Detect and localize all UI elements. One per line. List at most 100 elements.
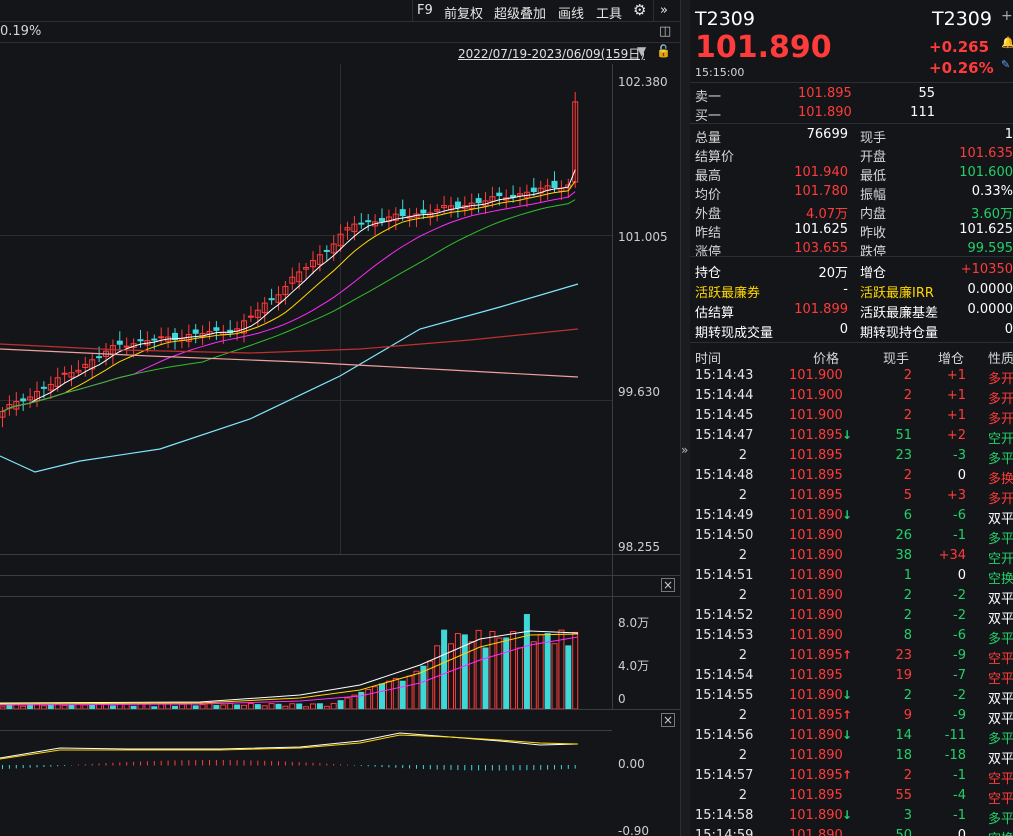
tick-row[interactable]: 15:14:51 101.890 1 0 空换: [690, 568, 1013, 588]
tick-row[interactable]: 2 101.890 38 +34 空开: [690, 548, 1013, 568]
adjust-button[interactable]: 前复权: [444, 7, 484, 22]
tick-nature: 多平: [988, 632, 1013, 647]
tick-row[interactable]: 15:14:53 101.890 8 -6 多平: [690, 628, 1013, 648]
tick-row[interactable]: 15:14:43 101.900 2 +1 多开: [690, 368, 1013, 388]
tick-row[interactable]: 15:14:59 101.890 50 0 空换: [690, 828, 1013, 836]
tick-row[interactable]: 2 101.895 ↑ 23 -9 空平: [690, 648, 1013, 668]
candle-body: [82, 363, 89, 368]
tick-time: 15:14:51: [695, 568, 754, 583]
tick-time: 15:14:52: [695, 608, 754, 623]
macd-histogram-bar: [257, 760, 259, 766]
candle-body: [47, 383, 54, 391]
stat-value: 101.635: [959, 146, 1013, 161]
stat-label: 总量: [695, 131, 722, 146]
alert-bell-icon[interactable]: 🔔: [1001, 36, 1013, 49]
candle-body: [289, 276, 296, 284]
extra-label: 增仓: [860, 266, 887, 281]
candle-body: [310, 260, 316, 268]
stat-label: 现手: [860, 131, 887, 146]
tick-price: 101.895: [789, 708, 843, 723]
macd-tick: -0.90: [618, 824, 650, 836]
tick-row[interactable]: 15:14:48 101.895 2 0 多换: [690, 468, 1013, 488]
price-change-pct: +0.26%: [929, 59, 994, 77]
volume-ma20-line: [0, 636, 579, 706]
tick-row[interactable]: 2 101.890 18 -18 双平: [690, 748, 1013, 768]
draw-line-button[interactable]: 画线: [558, 7, 585, 22]
settings-gear-icon[interactable]: ⚙: [633, 1, 647, 19]
candle-body: [379, 218, 385, 222]
tick-time: 2: [738, 648, 747, 663]
macd-histogram-bar: [547, 765, 549, 770]
tick-volume: 8: [903, 628, 912, 643]
kline-chart-panel[interactable]: F9 前复权 超级叠加 画线 工具 ⚙ » 0.19% ◫ 2022/07/19…: [0, 0, 680, 836]
tick-row[interactable]: 15:14:57 101.895 ↑ 2 -1 空平: [690, 768, 1013, 788]
more-chevron-icon[interactable]: »: [660, 3, 668, 18]
dropdown-arrow-icon[interactable]: ▼: [637, 44, 647, 58]
tick-oi-change: +1: [946, 408, 966, 423]
candle-body: [365, 220, 372, 223]
panel-divider[interactable]: [680, 0, 690, 836]
candle-body: [254, 309, 261, 318]
stat-value: 3.60万: [971, 207, 1013, 222]
macd-histogram-bar: [388, 765, 390, 768]
tick-row[interactable]: 2 101.890 2 -2 双平: [690, 588, 1013, 608]
collapse-arrow-icon[interactable]: »: [681, 443, 689, 457]
layout-icon[interactable]: ◫: [659, 24, 672, 39]
price-tick: 99.630: [618, 385, 660, 399]
lock-icon[interactable]: 🔓: [656, 44, 671, 58]
tick-row[interactable]: 15:14:50 101.890 26 -1 多平: [690, 528, 1013, 548]
candle-body: [247, 315, 254, 318]
arrow-down-icon: ↓: [842, 428, 853, 442]
tick-time: 15:14:44: [695, 388, 754, 403]
volume-bar: [323, 705, 330, 709]
tick-row[interactable]: 15:14:56 101.890 ↓ 14 -11 多平: [690, 728, 1013, 748]
edit-pencil-icon[interactable]: ✎: [1001, 58, 1011, 71]
tick-volume: 23: [895, 448, 912, 463]
overlay-button[interactable]: 超级叠加: [494, 7, 547, 22]
tick-row[interactable]: 2 101.895 23 -3 多平: [690, 448, 1013, 468]
tools-button[interactable]: 工具: [596, 7, 623, 22]
tick-volume: 2: [903, 588, 912, 603]
volume-bar: [475, 629, 482, 709]
volume-chart[interactable]: [0, 597, 612, 709]
macd-histogram-bar: [519, 765, 521, 771]
candle-body: [241, 320, 247, 334]
volume-bar: [275, 703, 282, 709]
macd-histogram-bar: [119, 762, 121, 766]
volume-bar: [372, 686, 379, 709]
f9-button[interactable]: F9: [417, 3, 433, 18]
candlestick-chart[interactable]: [0, 64, 612, 554]
tick-price: 101.895: [789, 488, 843, 503]
tick-row[interactable]: 2 101.895 5 +3 多开: [690, 488, 1013, 508]
tick-row[interactable]: 15:14:47 101.895 ↓ 51 +2 空开: [690, 428, 1013, 448]
tick-row[interactable]: 15:14:44 101.900 2 +1 多开: [690, 388, 1013, 408]
candle-body: [358, 222, 365, 225]
volume-bar: [448, 643, 454, 709]
tick-time: 15:14:48: [695, 468, 754, 483]
tick-row[interactable]: 15:14:55 101.890 ↓ 2 -2 双平: [690, 688, 1013, 708]
macd-histogram-bar: [160, 760, 162, 766]
tick-oi-change: -6: [953, 628, 966, 643]
close-macd-pane-icon[interactable]: ×: [661, 713, 675, 727]
tick-row[interactable]: 15:14:52 101.890 2 -2 双平: [690, 608, 1013, 628]
tick-row[interactable]: 15:14:58 101.890 ↓ 3 -1 多平: [690, 808, 1013, 828]
volume-bar: [454, 633, 461, 709]
add-icon[interactable]: +: [1001, 8, 1013, 24]
macd-histogram-bar: [243, 760, 245, 766]
tick-row[interactable]: 2 101.895 55 -4 空平: [690, 788, 1013, 808]
tick-volume: 3: [903, 808, 912, 823]
candle-body: [172, 332, 178, 341]
date-range-link[interactable]: 2022/07/19-2023/06/09(159日): [458, 47, 645, 61]
macd-histogram-bar: [43, 765, 45, 768]
macd-chart[interactable]: [0, 731, 612, 836]
close-volume-pane-icon[interactable]: ×: [661, 578, 675, 592]
volume-bar: [503, 637, 510, 709]
tick-row[interactable]: 15:14:54 101.895 19 -7 空平: [690, 668, 1013, 688]
ticks-header-price: 价格: [813, 352, 840, 367]
tick-row[interactable]: 15:14:45 101.900 2 +1 多开: [690, 408, 1013, 428]
tick-oi-change: -7: [953, 668, 966, 683]
tick-row[interactable]: 15:14:49 101.890 ↓ 6 -6 双平: [690, 508, 1013, 528]
tick-row[interactable]: 2 101.895 ↑ 9 -9 双平: [690, 708, 1013, 728]
tick-volume: 2: [903, 368, 912, 383]
extra-label: 活跃最廉基差: [860, 306, 939, 321]
